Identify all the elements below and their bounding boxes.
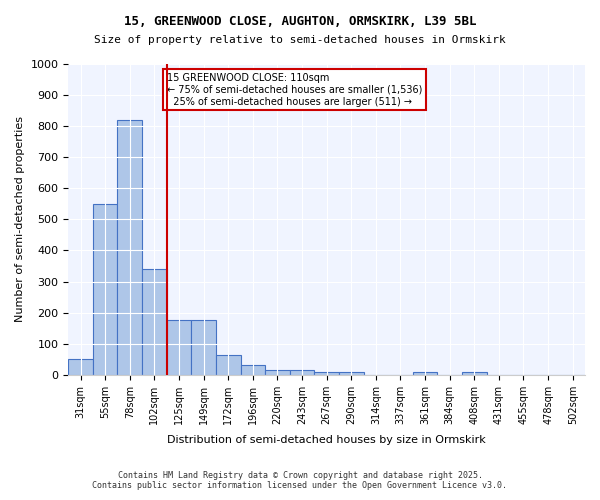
X-axis label: Distribution of semi-detached houses by size in Ormskirk: Distribution of semi-detached houses by … (167, 435, 486, 445)
Bar (191, 320, 216, 375)
Bar (118, 120, 142, 375)
Bar (413, 372, 437, 375)
Bar (216, 354, 241, 375)
Bar (241, 366, 265, 375)
Bar (142, 269, 167, 375)
Text: 15, GREENWOOD CLOSE, AUGHTON, ORMSKIRK, L39 5BL: 15, GREENWOOD CLOSE, AUGHTON, ORMSKIRK, … (124, 15, 476, 28)
Bar (314, 372, 339, 375)
Text: Contains HM Land Registry data © Crown copyright and database right 2025.
Contai: Contains HM Land Registry data © Crown c… (92, 470, 508, 490)
Bar (290, 370, 314, 375)
Text: 15 GREENWOOD CLOSE: 110sqm
← 75% of semi-detached houses are smaller (1,536)
  2: 15 GREENWOOD CLOSE: 110sqm ← 75% of semi… (167, 74, 422, 106)
Bar (339, 372, 364, 375)
Bar (265, 370, 290, 375)
Bar (462, 372, 487, 375)
Bar (93, 204, 118, 375)
Y-axis label: Number of semi-detached properties: Number of semi-detached properties (15, 116, 25, 322)
Bar (68, 358, 93, 375)
Bar (167, 320, 191, 375)
Text: Size of property relative to semi-detached houses in Ormskirk: Size of property relative to semi-detach… (94, 35, 506, 45)
